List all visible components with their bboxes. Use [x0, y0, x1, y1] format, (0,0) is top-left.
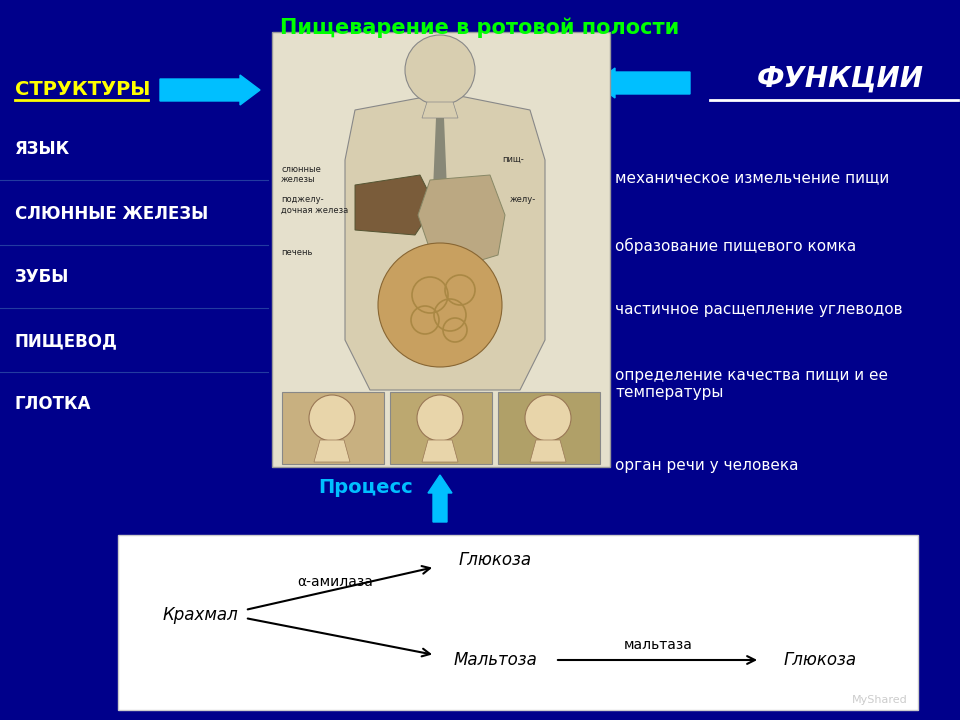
Text: желу-: желу-	[510, 195, 537, 204]
Text: частичное расщепление углеводов: частичное расщепление углеводов	[615, 302, 902, 317]
Polygon shape	[345, 95, 545, 390]
Text: ЗУБЫ: ЗУБЫ	[15, 268, 69, 286]
Text: MyShared: MyShared	[852, 695, 908, 705]
Text: Крахмал: Крахмал	[162, 606, 238, 624]
Text: СТРУКТУРЫ: СТРУКТУРЫ	[15, 80, 151, 99]
Text: ЯЗЫК: ЯЗЫК	[15, 140, 70, 158]
FancyBboxPatch shape	[390, 392, 492, 464]
Circle shape	[525, 395, 571, 441]
Text: механическое измельчение пищи: механическое измельчение пищи	[615, 170, 889, 185]
Polygon shape	[530, 440, 566, 462]
Polygon shape	[422, 102, 458, 118]
FancyBboxPatch shape	[498, 392, 600, 464]
Text: орган речи у человека: орган речи у человека	[615, 458, 799, 473]
Polygon shape	[314, 440, 350, 462]
Text: ФУНКЦИИ: ФУНКЦИИ	[756, 65, 924, 93]
Circle shape	[378, 243, 502, 367]
FancyArrow shape	[160, 75, 260, 105]
Polygon shape	[433, 118, 447, 190]
Circle shape	[309, 395, 355, 441]
Text: мальтаза: мальтаза	[624, 638, 692, 652]
Text: Глюкоза: Глюкоза	[783, 651, 856, 669]
Text: слюнные
железы: слюнные железы	[281, 165, 321, 184]
Text: определение качества пищи и ее
температуры: определение качества пищи и ее температу…	[615, 368, 888, 400]
FancyArrow shape	[595, 68, 690, 98]
Text: печень: печень	[281, 248, 312, 257]
Text: СЛЮННЫЕ ЖЕЛЕЗЫ: СЛЮННЫЕ ЖЕЛЕЗЫ	[15, 205, 208, 223]
FancyBboxPatch shape	[282, 392, 384, 464]
Text: пищ-: пищ-	[502, 155, 524, 164]
FancyBboxPatch shape	[272, 32, 610, 467]
Text: Глюкоза: Глюкоза	[459, 551, 532, 569]
Text: ПИЩЕВОД: ПИЩЕВОД	[15, 332, 118, 350]
Text: поджелу-
дочная железа: поджелу- дочная железа	[281, 195, 348, 215]
FancyBboxPatch shape	[118, 535, 918, 710]
FancyArrow shape	[428, 475, 452, 522]
Circle shape	[405, 35, 475, 105]
Polygon shape	[355, 175, 435, 235]
Circle shape	[417, 395, 463, 441]
Text: Пищеварение в ротовой полости: Пищеварение в ротовой полости	[280, 18, 680, 38]
Text: Мальтоза: Мальтоза	[453, 651, 537, 669]
Text: α-амилаза: α-амилаза	[297, 575, 372, 589]
Text: Процесс: Процесс	[318, 478, 413, 497]
Polygon shape	[422, 440, 458, 462]
Text: образование пищевого комка: образование пищевого комка	[615, 238, 856, 254]
Polygon shape	[418, 175, 505, 265]
Text: ГЛОТКА: ГЛОТКА	[15, 395, 91, 413]
